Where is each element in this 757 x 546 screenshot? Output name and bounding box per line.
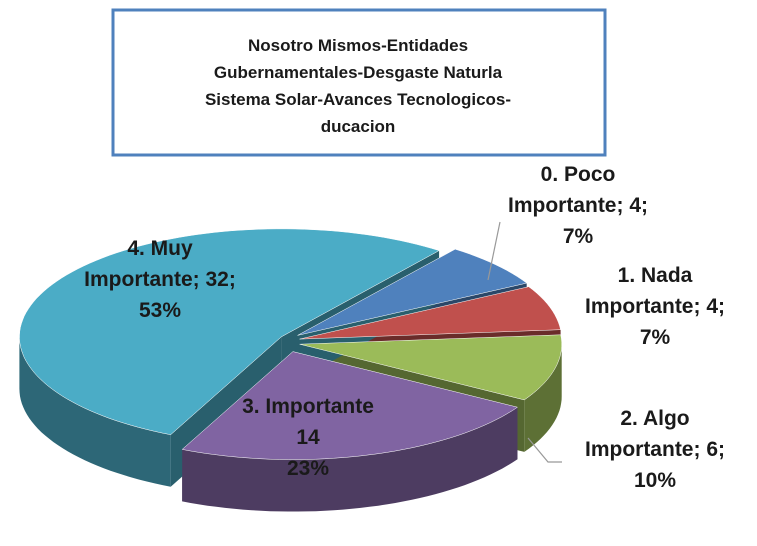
- data-label: 7%: [640, 326, 671, 349]
- data-label: Importante; 6;: [585, 438, 725, 461]
- data-label: Importante; 4;: [508, 194, 648, 217]
- data-label: 53%: [139, 299, 181, 322]
- leader-line: [487, 221, 501, 281]
- slice-wall: [524, 344, 562, 452]
- slice-wall: [182, 407, 518, 512]
- data-label: 1. Nada: [618, 264, 693, 287]
- data-label: 7%: [563, 225, 594, 248]
- slice: [299, 334, 562, 401]
- chart-title: Gubernamentales-Desgaste Naturla: [214, 63, 503, 82]
- labels: 0. Poco Importante; 4; 7% 1. Nada Importante…: [84, 163, 725, 492]
- chart-title: ducacion: [321, 117, 396, 136]
- data-label: 3. Importante: [242, 395, 374, 418]
- data-label: 14: [296, 426, 320, 449]
- data-label: 23%: [287, 457, 329, 480]
- leader-line: [527, 437, 562, 463]
- data-label: 0. Poco: [541, 163, 616, 186]
- pie: [19, 228, 562, 512]
- chart-title: Sistema Solar-Avances Tecnologicos-: [205, 90, 511, 109]
- data-label: Importante; 4;: [585, 295, 725, 318]
- data-label: Importante; 32;: [84, 268, 236, 291]
- slice-wall: [19, 336, 171, 487]
- data-label: 4. Muy: [127, 237, 193, 260]
- chart-title: Nosotro Mismos-Entidades: [248, 36, 468, 55]
- slice: [299, 286, 561, 340]
- title-box: [111, 8, 607, 157]
- slice: [181, 351, 519, 460]
- slice: [19, 228, 440, 435]
- data-label: 10%: [634, 469, 676, 492]
- slice: [297, 248, 528, 336]
- data-label: 2. Algo: [620, 407, 689, 430]
